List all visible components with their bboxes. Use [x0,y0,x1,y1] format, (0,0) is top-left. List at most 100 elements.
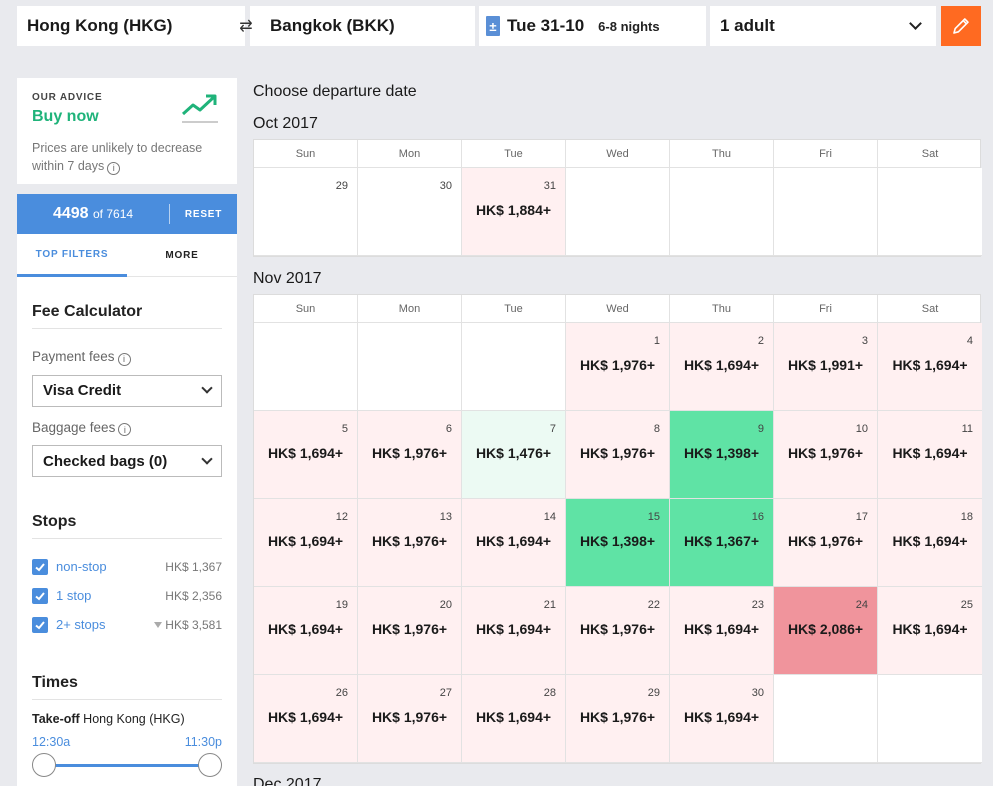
trend-up-icon [181,94,218,123]
calendar-day[interactable]: 6 HK$ 1,976+ [358,411,462,499]
checkbox[interactable] [32,587,48,604]
day-number: 30 [439,180,452,192]
calendar-day[interactable]: 9 HK$ 1,398+ [670,411,774,499]
origin-field[interactable]: Hong Kong (HKG) [17,6,245,46]
calendar-day[interactable]: 29 HK$ 1,976+ [566,675,670,763]
calendar-day[interactable]: 30 HK$ 1,694+ [670,675,774,763]
results-counter: 4498 of 7614 RESET [17,194,237,234]
range-end: 11:30p [184,735,222,749]
calendar-day[interactable]: 14 HK$ 1,694+ [462,499,566,587]
day-price: HK$ 1,976+ [787,533,864,549]
stop-price: HK$ 3,581 [165,617,222,632]
day-number: 28 [543,687,556,699]
calendar-day[interactable]: 25 HK$ 1,694+ [878,587,982,675]
day-grid: 29 30 31 HK$ 1,884+ [254,168,982,256]
day-number: 14 [543,511,556,523]
day-price: HK$ 1,367+ [683,533,760,549]
slider-track [44,764,210,767]
checkbox[interactable] [32,558,48,575]
range-start: 12:30a [32,735,71,749]
payment-fees-select[interactable]: Visa Credit [32,374,222,407]
takeoff-text: Take-off [32,712,80,726]
calendar-day[interactable]: 3 HK$ 1,991+ [774,323,878,411]
baggage-fees-text: Baggage fees [32,419,116,435]
filters-panel: TOP FILTERS MORE Fee Calculator Payment … [17,234,237,786]
swap-icon[interactable]: ⇄ [239,18,253,35]
calendar-day[interactable]: 15 HK$ 1,398+ [566,499,670,587]
checkbox[interactable] [32,616,48,633]
flexible-dates-icon[interactable]: ± [486,16,500,36]
day-number: 9 [757,423,764,435]
date-field[interactable]: ± Tue 31-10 6-8 nights [479,6,706,46]
stops-section: Stops non-stop HK$ 1,367 1 stop HK$ 2,35… [17,513,237,639]
info-icon[interactable]: i [117,352,131,366]
slider-handle-start[interactable] [32,753,56,777]
calendar-day[interactable]: 19 HK$ 1,694+ [254,587,358,675]
calendar-day[interactable]: 21 HK$ 1,694+ [462,587,566,675]
day-price: HK$ 1,694+ [892,621,968,637]
baggage-fees-select[interactable]: Checked bags (0) [32,445,222,477]
time-range-labels: 12:30a 11:30p [32,735,222,749]
calendar-day[interactable]: 10 HK$ 1,976+ [774,411,878,499]
day-price: HK$ 1,976+ [579,357,656,373]
calendar-day[interactable]: 17 HK$ 1,976+ [774,499,878,587]
pencil-icon [953,18,969,34]
weekday-label: Fri [774,295,878,322]
calendar-empty-cell [878,168,982,256]
calendar-day[interactable]: 5 HK$ 1,694+ [254,411,358,499]
calendar-empty-cell [254,323,358,411]
day-price: HK$ 1,694+ [683,621,760,637]
day-number: 25 [960,599,973,611]
calendar-day[interactable]: 1 HK$ 1,976+ [566,323,670,411]
edit-search-button[interactable] [941,6,981,46]
slider-handle-end[interactable] [198,753,222,777]
day-number: 13 [439,511,452,523]
stop-option-2plus[interactable]: 2+ stops HK$ 3,581 [32,610,222,639]
weekday-label: Tue [462,295,566,322]
day-number: 29 [647,687,660,699]
weekday-header: Sun Mon Tue Wed Thu Fri Sat [254,140,980,168]
calendar-day[interactable]: 16 HK$ 1,367+ [670,499,774,587]
info-icon[interactable]: i [118,423,132,436]
calendar-day[interactable]: 24 HK$ 2,086+ [774,587,878,675]
day-price: HK$ 1,991+ [787,357,864,373]
info-icon[interactable]: i [107,161,121,175]
calendar-day[interactable]: 4 HK$ 1,694+ [878,323,982,411]
calendar-day[interactable]: 7 HK$ 1,476+ [462,411,566,499]
calendar-day[interactable]: 8 HK$ 1,976+ [566,411,670,499]
month-title-oct: Oct 2017 [253,115,318,132]
payment-fees-text: Payment fees [32,349,115,364]
calendar-day[interactable]: 22 HK$ 1,976+ [566,587,670,675]
payment-fees-label: Payment fees i [32,349,222,366]
advice-card: OUR ADVICE Buy now Prices are unlikely t… [17,78,237,184]
reset-button[interactable]: RESET [184,208,223,220]
destination-field[interactable]: Bangkok (BKK) [250,6,475,46]
calendar-empty-cell [358,323,462,411]
calendar-day[interactable]: 28 HK$ 1,694+ [462,675,566,763]
calendar-day[interactable]: 23 HK$ 1,694+ [670,587,774,675]
takeoff-time-slider[interactable] [32,753,222,777]
calendar-day[interactable]: 31 HK$ 1,884+ [462,168,566,256]
day-number: 1 [653,335,660,347]
stop-option-nonstop[interactable]: non-stop HK$ 1,367 [32,552,222,581]
calendar-day[interactable]: 13 HK$ 1,976+ [358,499,462,587]
stop-option-1stop[interactable]: 1 stop HK$ 2,356 [32,581,222,610]
calendar-day[interactable]: 2 HK$ 1,694+ [670,323,774,411]
day-number: 31 [543,180,556,192]
day-price: HK$ 1,694+ [267,709,344,725]
calendar-day: 29 [254,168,358,256]
calendar-day[interactable]: 12 HK$ 1,694+ [254,499,358,587]
calendar-day[interactable]: 27 HK$ 1,976+ [358,675,462,763]
weekday-header: Sun Mon Tue Wed Thu Fri Sat [254,295,980,323]
day-number: 12 [335,511,348,523]
weekday-label: Wed [566,295,670,322]
calendar-day[interactable]: 18 HK$ 1,694+ [878,499,982,587]
travellers-field[interactable]: 1 adult [710,6,936,46]
calendar-day[interactable]: 20 HK$ 1,976+ [358,587,462,675]
day-price: HK$ 1,694+ [892,357,968,373]
calendar-day: 30 [358,168,462,256]
tab-more[interactable]: MORE [165,250,199,261]
calendar-day[interactable]: 11 HK$ 1,694+ [878,411,982,499]
calendar-day[interactable]: 26 HK$ 1,694+ [254,675,358,763]
tab-top-filters[interactable]: TOP FILTERS [17,234,127,277]
